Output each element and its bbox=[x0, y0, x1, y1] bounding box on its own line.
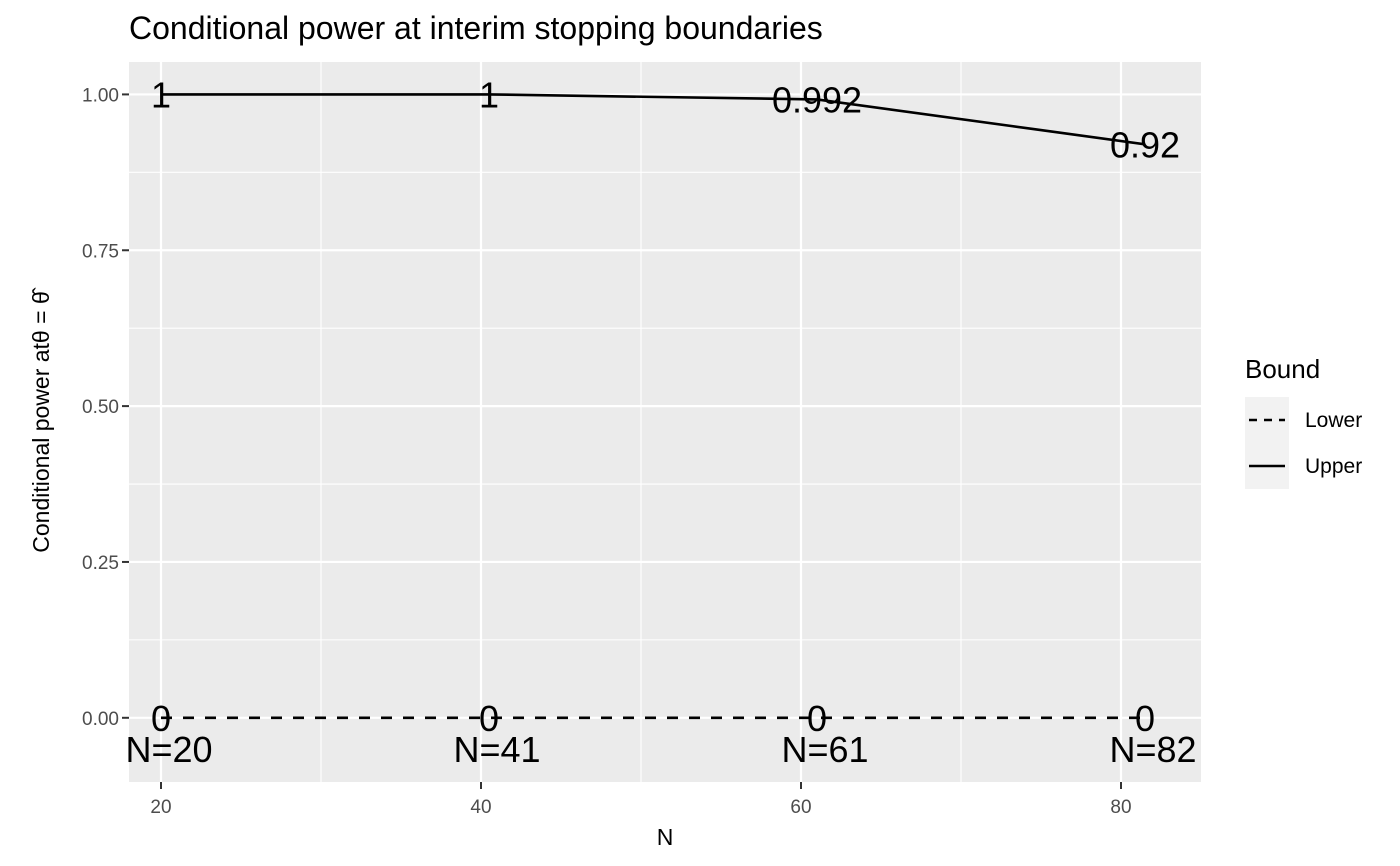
y-tick-label: 0.75 bbox=[82, 241, 119, 262]
data-label-upper: 1 bbox=[479, 74, 499, 115]
data-label-lower: 0 bbox=[807, 698, 827, 739]
data-label-upper: 1 bbox=[151, 74, 171, 115]
series-layer bbox=[161, 93, 1146, 720]
legend-label-upper: Upper bbox=[1305, 455, 1362, 478]
n-annotation-label: N=82 bbox=[1109, 729, 1196, 770]
legend-label-lower: Lower bbox=[1305, 409, 1362, 432]
y-tick-label: 1.00 bbox=[82, 85, 119, 106]
y-tick-label: 0.00 bbox=[82, 709, 119, 730]
chart-title: Conditional power at interim stopping bo… bbox=[129, 10, 823, 46]
data-label-upper: 0.92 bbox=[1110, 124, 1180, 165]
data-labels: 0 0 0 0 1 1 0.992 0.92 bbox=[151, 74, 1180, 738]
grid-minor bbox=[129, 62, 1201, 782]
plot-panel bbox=[129, 62, 1201, 782]
y-axis-title-math: θ = θ̂ bbox=[28, 287, 54, 343]
legend-title: Bound bbox=[1245, 354, 1320, 384]
n-annotation-label: N=61 bbox=[781, 729, 868, 770]
x-tick-label: 40 bbox=[470, 797, 491, 818]
x-tick-label: 60 bbox=[790, 797, 811, 818]
data-label-upper: 0.992 bbox=[772, 79, 862, 120]
y-axis: 0.00 0.25 0.50 0.75 1.00 bbox=[82, 85, 129, 730]
data-label-lower: 0 bbox=[479, 698, 499, 739]
n-annotation-label: N=20 bbox=[125, 729, 212, 770]
x-tick-label: 20 bbox=[150, 797, 171, 818]
data-label-lower: 0 bbox=[151, 698, 171, 739]
y-axis-title-prefix: Conditional power at bbox=[28, 342, 54, 552]
data-label-lower: 0 bbox=[1135, 698, 1155, 739]
y-axis-title: Conditional power atθ = θ̂ bbox=[28, 287, 54, 552]
n-annotation-label: N=41 bbox=[453, 729, 540, 770]
x-axis-title: N bbox=[657, 824, 674, 850]
x-axis: 20 40 60 80 bbox=[150, 782, 1132, 818]
legend: Bound Lower Upper bbox=[1245, 354, 1362, 489]
y-tick-label: 0.50 bbox=[82, 397, 119, 418]
n-annotations: N=20 N=41 N=61 N=82 bbox=[125, 729, 1196, 770]
x-tick-label: 80 bbox=[1110, 797, 1131, 818]
y-tick-label: 0.25 bbox=[82, 553, 119, 574]
series-line-upper bbox=[161, 93, 1146, 146]
